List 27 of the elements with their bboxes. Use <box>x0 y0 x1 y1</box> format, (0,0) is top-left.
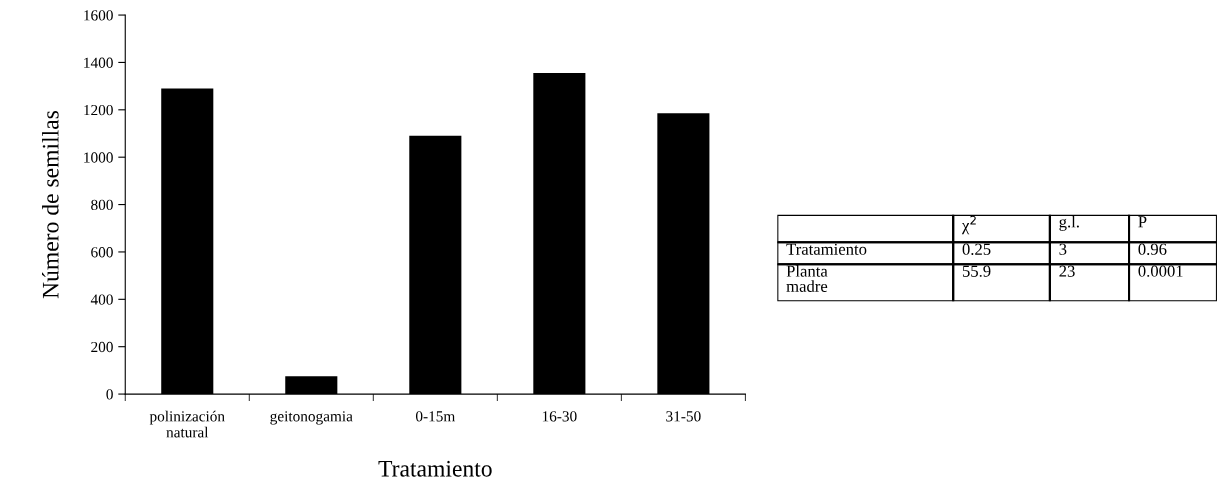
text: 23 <box>1059 265 1075 277</box>
x-tick-label: 16-30 <box>542 411 577 422</box>
y-tick-label: 1400 <box>84 57 113 68</box>
y-axis-title: Número de semillas <box>42 111 59 299</box>
y-tick-label: 1000 <box>84 152 113 163</box>
y-tick-label: 200 <box>91 341 113 353</box>
x-tick-label: polinización natural <box>149 410 225 438</box>
text: 0.0001 <box>1138 265 1183 277</box>
text: 0.96 <box>1138 243 1167 255</box>
y-tick-label: 1600 <box>84 10 113 21</box>
y-tick-label: 800 <box>91 199 113 211</box>
text: 55.9 <box>962 265 991 277</box>
text: P <box>1138 216 1147 228</box>
text: χ$^{2}$ <box>961 215 976 235</box>
y-tick-label: 400 <box>90 294 113 305</box>
text: g.l. <box>1059 215 1079 231</box>
text: Planta madre <box>786 265 828 292</box>
x-tick-label: geitonogamia <box>270 411 353 425</box>
text: 3 <box>1059 243 1067 255</box>
x-tick-label: 0-15m <box>415 411 456 422</box>
text: 0.25 <box>962 243 991 255</box>
y-tick-label: 0 <box>106 389 113 400</box>
x-axis-title: Tratamiento <box>378 460 492 477</box>
y-tick-label: 1200 <box>84 104 113 116</box>
x-tick-label: 31-50 <box>666 411 701 422</box>
text: Tratamiento <box>786 243 867 255</box>
y-tick-label: 600 <box>91 247 113 258</box>
